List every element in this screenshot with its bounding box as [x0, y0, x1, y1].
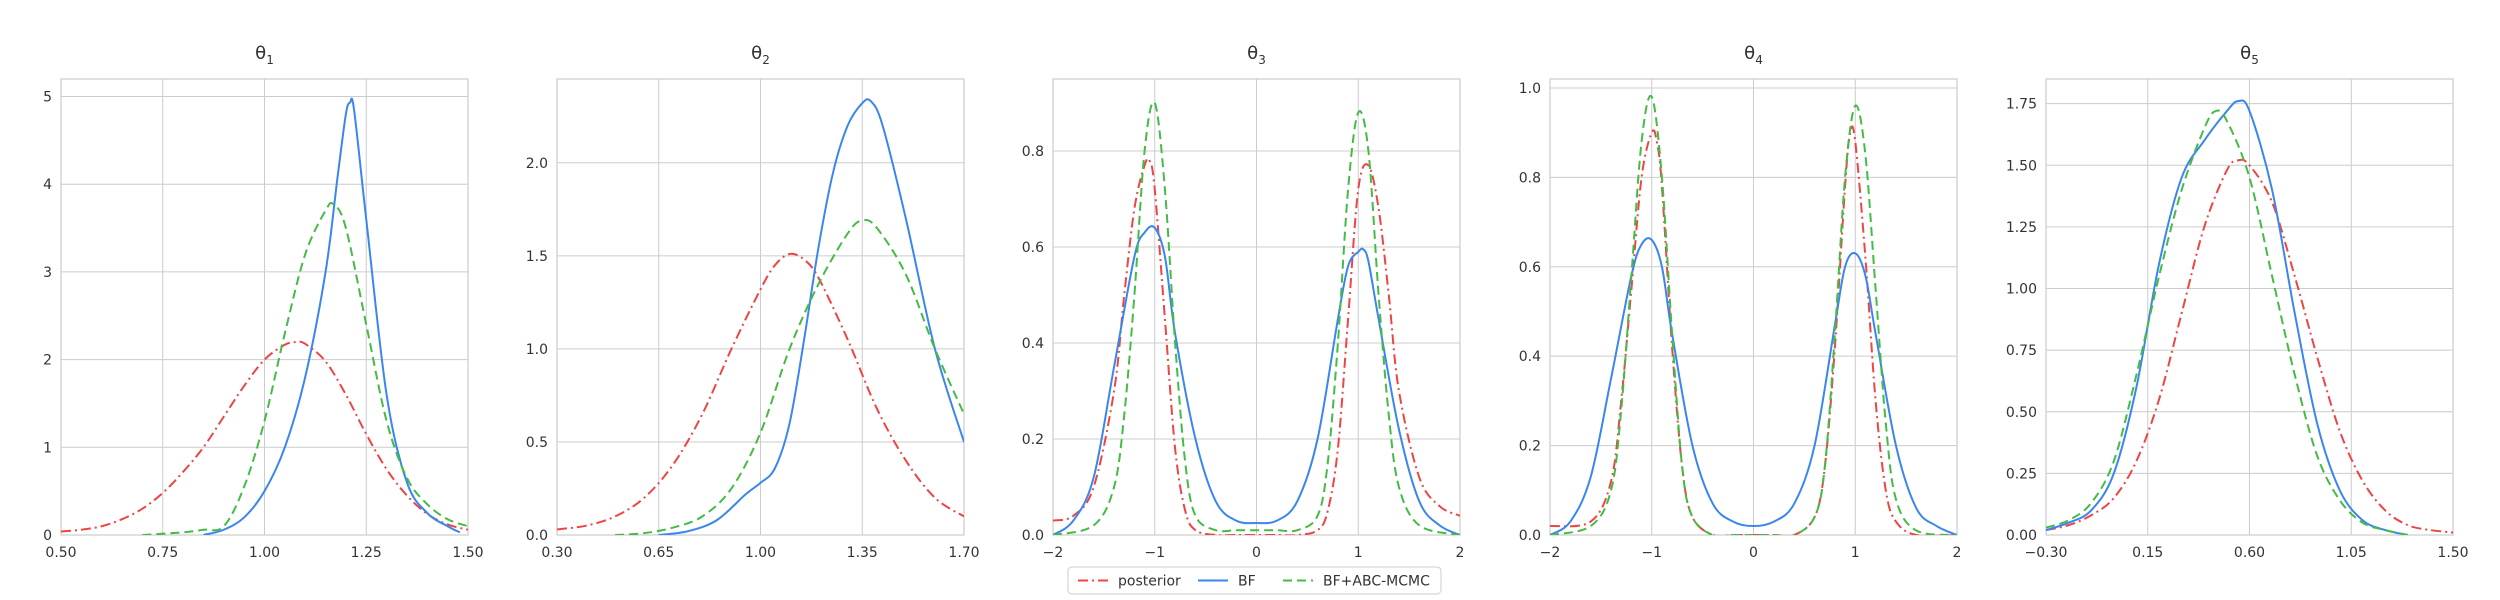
y-tick-label: 0.8: [1022, 144, 1044, 160]
x-tick-label: −2: [1540, 545, 1561, 561]
y-tick-label: 0.0: [526, 528, 548, 544]
series-line-posterior: [2046, 158, 2453, 534]
y-tick-label: 1.0: [526, 342, 548, 358]
y-tick-label: 0.4: [1022, 336, 1044, 352]
plot-frame: [2045, 78, 2454, 536]
series-line-bf: [1550, 237, 1957, 535]
series-line-bf-abc-mcmc: [142, 201, 468, 535]
y-tick-label: 5: [43, 90, 52, 106]
plot-frame: [1052, 78, 1461, 536]
legend-label-posterior: posterior: [1118, 574, 1181, 590]
x-tick-label: 2: [1456, 545, 1465, 561]
y-tick-label: 0.0: [1022, 528, 1044, 544]
y-tick-label: 2.0: [526, 156, 548, 172]
panel-2: 0.30 0.65 1.00 1.35 1.70 0.0 0.5 1.0 1.5 2.0 θ2: [526, 43, 980, 561]
x-tick-label: −0.30: [2025, 545, 2068, 561]
x-tick-label: 1.35: [847, 545, 878, 561]
x-tick-label: 0.30: [541, 545, 572, 561]
y-tick-label: 1.25: [2006, 220, 2037, 236]
x-tick-label: 1.50: [452, 545, 483, 561]
x-tick-label: 2: [1953, 545, 1962, 561]
series-line-bf: [658, 98, 964, 535]
series-line-bf-abc-mcmc: [1053, 100, 1460, 535]
y-tick-label: 0.5: [526, 435, 548, 451]
y-tick-label: 3: [43, 265, 52, 281]
x-tick-label: 0: [1252, 545, 1261, 561]
legend-label-bf: BF: [1238, 574, 1256, 590]
y-tick-label: 1.5: [526, 249, 548, 265]
x-tick-label: −1: [1144, 545, 1165, 561]
series-line-bf: [2046, 99, 2408, 535]
legend-label-bf-abc-mcmc: BF+ABC-MCMC: [1323, 574, 1430, 590]
y-tick-label: 1.50: [2006, 158, 2037, 174]
panel-5: −0.30 0.15 0.60 1.05 1.50 0.00 0.25 0.50 0.75 1.0…: [2006, 43, 2469, 561]
x-tick-label: 0.15: [2132, 545, 2163, 561]
y-tick-label: 0.25: [2006, 466, 2037, 482]
plot-frame: [60, 78, 469, 536]
x-tick-label: 0.50: [45, 545, 76, 561]
series-line-posterior: [61, 340, 468, 533]
y-tick-label: 0.4: [1519, 349, 1541, 365]
y-tick-label: 2: [43, 353, 52, 369]
y-tick-label: 0.00: [2006, 528, 2037, 544]
y-tick-label: 4: [43, 177, 52, 193]
x-tick-label: 1.00: [249, 545, 280, 561]
series-line-posterior: [1053, 157, 1460, 535]
x-tick-label: 1: [1851, 545, 1860, 561]
series-line-bf: [1053, 225, 1460, 535]
y-tick-label: 1.0: [1519, 81, 1541, 97]
y-tick-label: 0.75: [2006, 343, 2037, 359]
y-tick-label: 0.6: [1519, 260, 1541, 276]
series-line-bf-abc-mcmc: [2046, 109, 2408, 535]
legend: posterior BF BF+ABC-MCMC: [1067, 566, 1442, 595]
y-tick-label: 0.8: [1519, 170, 1541, 186]
y-tick-label: 1: [43, 440, 52, 456]
y-tick-label: 0.6: [1022, 240, 1044, 256]
series-line-posterior: [557, 252, 964, 531]
panel-title: θ3: [1247, 43, 1266, 67]
x-tick-label: 1.00: [745, 545, 776, 561]
x-tick-label: 0.75: [147, 545, 178, 561]
series-line-bf: [203, 97, 461, 535]
x-tick-label: 1.70: [948, 545, 979, 561]
panel-1: 0.50 0.75 1.00 1.25 1.50 0 1 2 3 4 5 θ1: [43, 43, 484, 561]
y-tick-label: 0: [43, 528, 52, 544]
y-tick-label: 0.0: [1519, 528, 1541, 544]
plot-frame: [556, 78, 965, 536]
x-tick-label: −2: [1043, 545, 1064, 561]
x-tick-label: 0.60: [2234, 545, 2265, 561]
panel-title: θ1: [255, 43, 274, 67]
y-tick-label: 0.2: [1519, 439, 1541, 455]
legend-box: [1067, 566, 1442, 595]
y-tick-label: 0.50: [2006, 405, 2037, 421]
x-tick-label: 1: [1354, 545, 1363, 561]
x-tick-label: 0: [1749, 545, 1758, 561]
panel-title: θ4: [1744, 43, 1763, 67]
panel-title: θ5: [2240, 43, 2259, 67]
x-tick-label: 1.50: [2437, 545, 2468, 561]
y-tick-label: 1.75: [2006, 97, 2037, 113]
panel-3: −2 −1 0 1 2 0.0 0.2 0.4 0.6 0.8 θ3: [1022, 43, 1465, 561]
legend-items: posterior BF BF+ABC-MCMC: [1078, 574, 1430, 590]
y-tick-label: 0.2: [1022, 432, 1044, 448]
x-tick-label: −1: [1641, 545, 1662, 561]
x-tick-label: 1.05: [2336, 545, 2367, 561]
panel-4: −2 −1 0 1 2 0.0 0.2 0.4 0.6 0.8 1.0 θ4: [1519, 43, 1962, 561]
x-tick-label: 1.25: [351, 545, 382, 561]
y-tick-label: 1.00: [2006, 282, 2037, 298]
panel-title: θ2: [751, 43, 770, 67]
x-tick-label: 0.65: [643, 545, 674, 561]
series-line-bf-abc-mcmc: [615, 218, 964, 535]
